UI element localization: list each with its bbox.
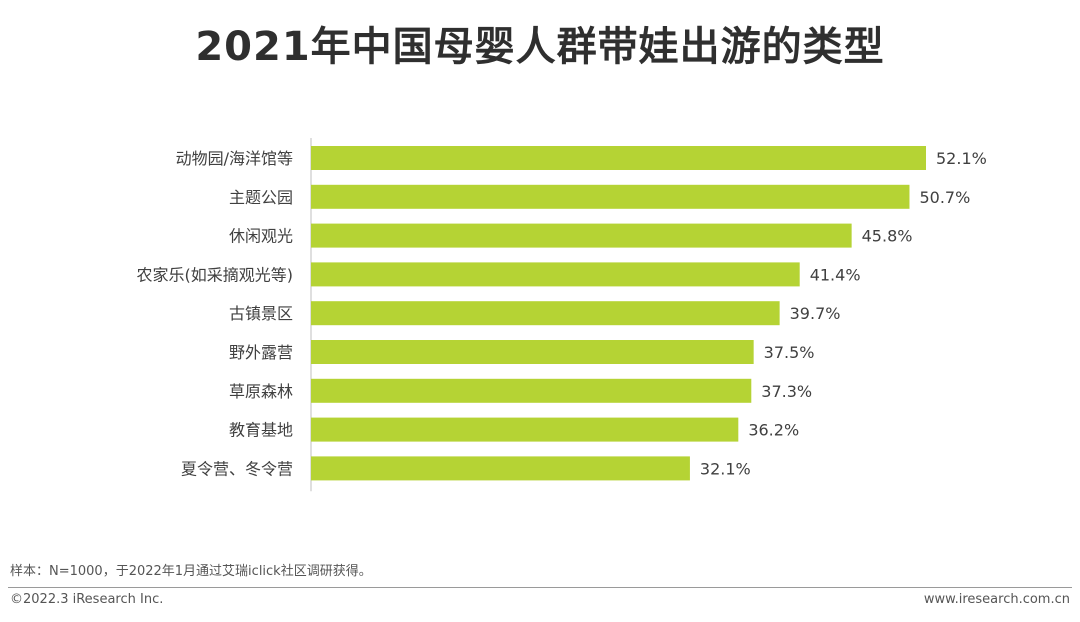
bar (311, 262, 800, 287)
data-label: 37.3% (761, 382, 812, 401)
data-label: 36.2% (748, 421, 799, 440)
bar-group: 动物园/海洋馆等 52.1% 主题公园 50.7% 休闲观光 45.8% 农家乐(如采摘观光… (137, 146, 987, 481)
data-label: 52.1% (936, 149, 987, 168)
category-label: 休闲观光 (229, 227, 293, 246)
bar-chart: 动物园/海洋馆等 52.1% 主题公园 50.7% 休闲观光 45.8% 农家乐(如采摘观光… (137, 138, 987, 492)
category-label: 主题公园 (229, 188, 293, 207)
website-link[interactable]: www.iresearch.com.cn (923, 592, 1070, 607)
category-label: 农家乐(如采摘观光等) (137, 265, 294, 284)
bar (311, 417, 739, 442)
data-label: 45.8% (862, 227, 913, 246)
bar (311, 184, 910, 209)
data-label: 41.4% (810, 265, 861, 284)
copyright-text: ©2022.3 iResearch Inc. (10, 592, 164, 607)
sample-note: 样本：N=1000，于2022年1月通过艾瑞iclick社区调研获得。 (10, 564, 372, 579)
bar (311, 301, 780, 326)
chart-title: 2021年中国母婴人群带娃出游的类型 (195, 24, 885, 70)
category-label: 教育基地 (229, 421, 293, 440)
category-label: 夏令营、冬令营 (181, 459, 293, 478)
data-label: 39.7% (790, 304, 841, 323)
bar (311, 456, 690, 481)
bar (311, 146, 926, 170)
bar (311, 340, 754, 364)
category-label: 古镇景区 (229, 304, 293, 323)
data-label: 37.5% (764, 343, 815, 362)
bar (311, 378, 752, 403)
category-label: 动物园/海洋馆等 (176, 149, 293, 168)
bar (311, 223, 852, 248)
data-label: 50.7% (919, 188, 970, 207)
footer-divider (8, 587, 1072, 588)
data-label: 32.1% (700, 459, 751, 478)
category-label: 草原森林 (229, 382, 293, 401)
category-label: 野外露营 (229, 343, 293, 362)
